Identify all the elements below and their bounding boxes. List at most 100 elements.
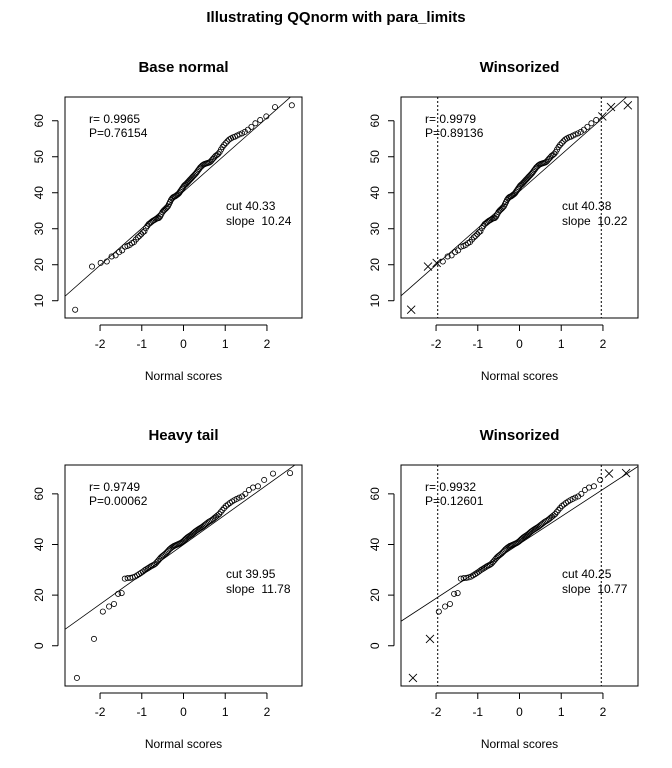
data-point-winsorized <box>425 634 435 644</box>
data-point <box>593 117 600 124</box>
data-point <box>99 608 106 615</box>
x-tick-label: 0 <box>180 337 187 351</box>
data-point <box>190 172 197 179</box>
y-tick-label: 30 <box>368 222 382 236</box>
data-point <box>557 505 564 512</box>
x-tick-label: -2 <box>431 337 442 351</box>
x-axis-label: Normal scores <box>481 737 558 751</box>
data-point <box>553 509 560 516</box>
data-point <box>572 494 579 501</box>
data-point <box>472 232 479 239</box>
data-point <box>143 566 150 573</box>
y-tick-label: 60 <box>32 114 46 128</box>
data-point <box>578 490 585 497</box>
data-point <box>112 252 119 259</box>
x-tick-label: 1 <box>222 337 229 351</box>
data-point <box>110 600 117 607</box>
data-point <box>217 509 224 516</box>
data-point-winsorized <box>406 305 416 315</box>
cut-annotation: cut 40.38 <box>562 199 612 213</box>
panel-4: Winsorized -2 -1 0 1 2 Normal scores 0 20 40 60 r= … <box>368 427 639 751</box>
data-point <box>242 490 249 497</box>
cut-annotation: cut 39.95 <box>226 567 276 581</box>
data-point-winsorized <box>606 102 616 112</box>
cut-annotation: cut 40.25 <box>562 567 612 581</box>
data-point <box>452 249 459 256</box>
data-point <box>219 507 226 514</box>
data-point <box>590 483 597 490</box>
data-point <box>252 120 259 127</box>
data-point <box>577 128 584 135</box>
data-point <box>446 600 453 607</box>
y-tick-label: 60 <box>32 487 46 501</box>
r-annotation: r= 0.9749 <box>89 480 140 494</box>
panel-title: Heavy tail <box>148 427 218 444</box>
panel-1: Base normal -2 -1 0 1 2 Normal scores 10 20 30 40 5… <box>32 59 303 383</box>
plot-frame <box>64 464 303 687</box>
y-tick-label: 30 <box>32 222 46 236</box>
data-point-winsorized <box>621 468 631 478</box>
y-tick-label: 40 <box>32 186 46 200</box>
panel-2: Winsorized -2 -1 0 1 2 Normal scores 10 20 30 40 50… <box>368 59 639 383</box>
data-point <box>584 123 591 130</box>
data-point-winsorized <box>604 469 614 478</box>
data-point <box>139 229 146 236</box>
y-tick-label: 50 <box>368 150 382 164</box>
data-point <box>588 120 595 127</box>
data-point <box>162 205 169 212</box>
data-point <box>224 138 231 145</box>
data-point <box>270 470 277 477</box>
y-tick-label: 0 <box>32 642 46 649</box>
data-point <box>161 206 168 213</box>
data-point <box>254 483 261 490</box>
x-tick-label: 0 <box>180 705 187 719</box>
panel-title: Winsorized <box>480 59 560 76</box>
x-tick-label: -1 <box>472 337 483 351</box>
y-tick-label: 20 <box>32 588 46 602</box>
y-tick-label: 20 <box>368 588 382 602</box>
data-point <box>241 128 248 135</box>
data-point <box>244 126 251 133</box>
data-point-winsorized <box>623 100 633 110</box>
data-point <box>444 253 451 260</box>
data-point <box>575 130 582 137</box>
y-tick-label: 0 <box>368 642 382 649</box>
data-point <box>455 247 462 254</box>
data-point <box>90 635 97 642</box>
data-point <box>558 140 565 147</box>
data-point <box>558 503 565 510</box>
data-point-winsorized <box>408 673 418 683</box>
data-point <box>560 138 567 145</box>
data-point <box>250 484 257 491</box>
data-point <box>174 191 181 198</box>
p-annotation: P=0.12601 <box>425 494 484 508</box>
data-point <box>248 123 255 130</box>
x-tick-label: 2 <box>600 337 607 351</box>
x-tick-label: -2 <box>431 705 442 719</box>
y-tick-label: 10 <box>32 294 46 308</box>
data-point <box>550 512 557 519</box>
data-point <box>116 249 123 256</box>
data-point <box>73 674 80 681</box>
data-point <box>236 494 243 501</box>
r-annotation: r= 0.9979 <box>425 112 476 126</box>
main-title: Illustrating QQnorm with para_limits <box>206 9 465 26</box>
data-point <box>163 204 170 211</box>
data-point <box>586 484 593 491</box>
data-point <box>118 590 125 597</box>
x-tick-label: 0 <box>516 705 523 719</box>
data-point <box>108 253 115 260</box>
data-point <box>580 126 587 133</box>
panel-title: Base normal <box>138 59 228 76</box>
data-point <box>442 603 449 610</box>
data-point <box>97 259 104 266</box>
data-point <box>551 150 558 157</box>
data-point-winsorized <box>597 112 607 121</box>
data-point-winsorized <box>423 262 433 271</box>
data-point <box>477 228 484 235</box>
data-point <box>72 306 79 313</box>
x-tick-label: -1 <box>136 705 147 719</box>
data-point <box>216 511 223 518</box>
x-tick-label: 1 <box>558 705 565 719</box>
data-point <box>215 150 222 157</box>
